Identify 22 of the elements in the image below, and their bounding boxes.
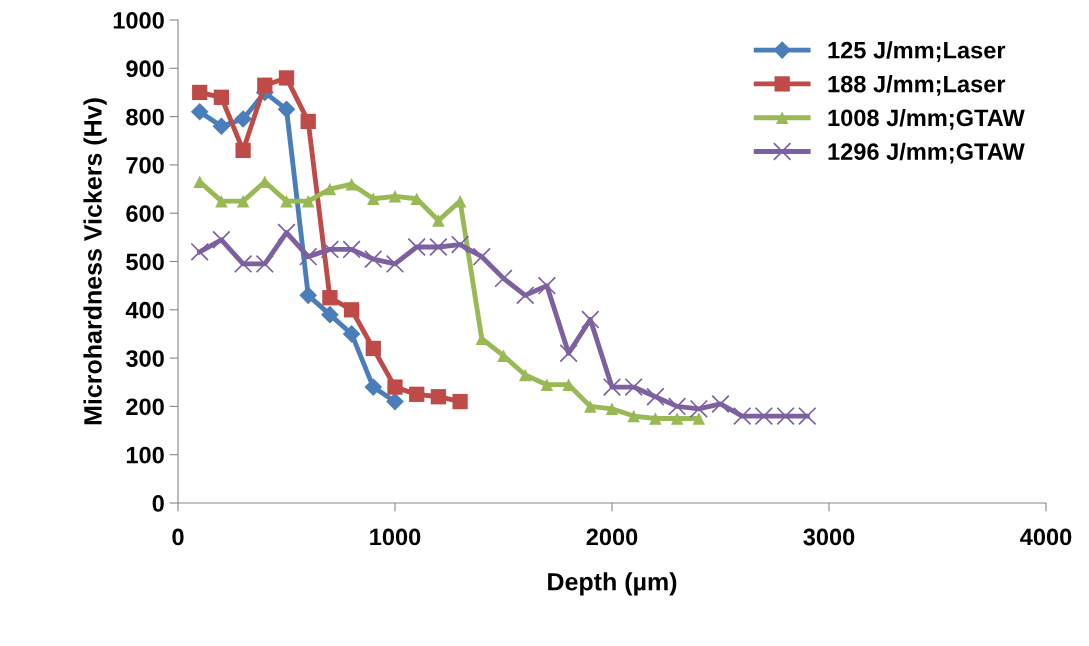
- x-tick-label: 4000: [1020, 528, 1072, 546]
- x-tick-label: 0: [172, 528, 184, 546]
- legend-label: 125 J/mm;Laser: [828, 41, 1006, 63]
- y-tick-label: 400: [125, 301, 164, 319]
- legend-label: 1008 J/mm;GTAW: [828, 108, 1025, 130]
- legend-label: 1296 J/mm;GTAW: [828, 142, 1025, 164]
- y-tick-label: 200: [126, 398, 164, 416]
- y-axis-title: Microhardness Vickers (Hv): [83, 98, 107, 425]
- y-tick-label: 100: [126, 446, 164, 464]
- y-tick-label: 600: [126, 205, 164, 222]
- y-tick-label: 500: [126, 253, 164, 271]
- legend-label: 188 J/mm;Laser: [828, 75, 1006, 96]
- x-tick-label: 2000: [586, 528, 638, 546]
- x-tick-label: 1000: [370, 528, 421, 546]
- y-tick-label: 900: [126, 60, 164, 78]
- y-tick-label: 800: [126, 108, 164, 126]
- y-tick-label: 700: [126, 156, 164, 174]
- y-tick-label: 0: [152, 495, 164, 512]
- x-axis-title: Depth (µm): [548, 572, 677, 596]
- y-tick-label: 1000: [113, 12, 164, 29]
- y-tick-label: 300: [125, 350, 164, 367]
- x-tick-label: 3000: [803, 528, 855, 546]
